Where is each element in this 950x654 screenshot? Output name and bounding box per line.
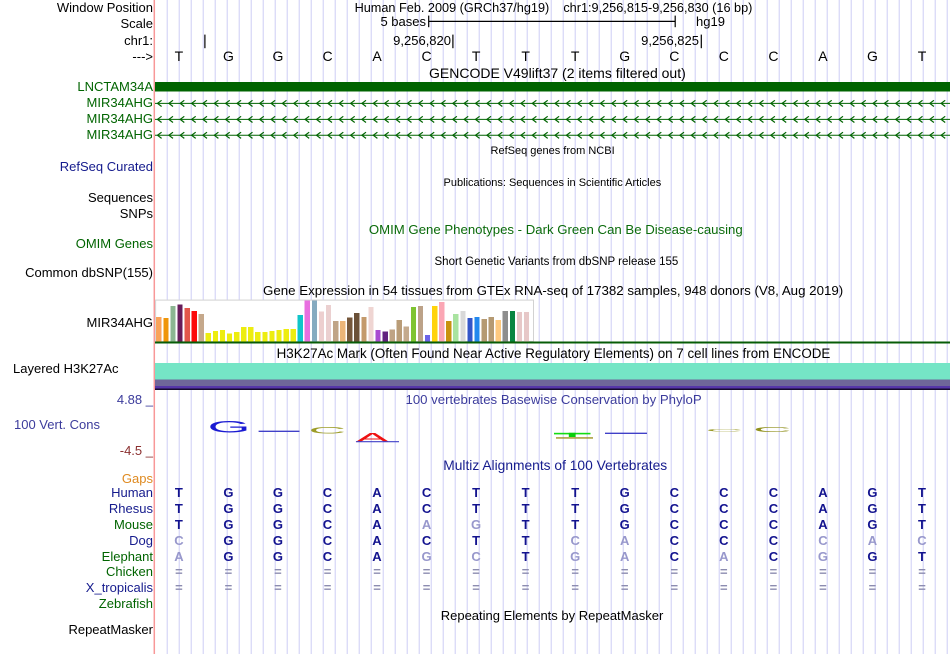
svg-text:C: C [706,429,743,433]
svg-text:A: A [356,430,390,445]
svg-text:G: G [208,418,251,436]
svg-text:C: C [753,426,791,434]
svg-text:C: C [309,425,346,435]
